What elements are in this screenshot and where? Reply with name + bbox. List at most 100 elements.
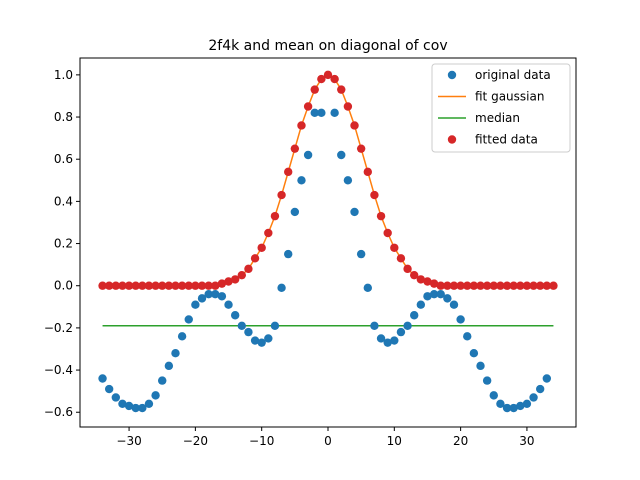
point-original-data	[270, 321, 280, 330]
x-tick-label: 20	[453, 434, 468, 448]
point-fitted-data	[204, 281, 213, 290]
point-original-data	[403, 321, 412, 330]
point-fitted-data	[549, 281, 558, 290]
point-original-data	[529, 393, 538, 402]
y-tick-label: 0.4	[54, 194, 73, 208]
point-fitted-data	[257, 243, 266, 252]
legend-label-median: median	[475, 111, 520, 125]
point-original-data	[489, 391, 498, 400]
point-original-data	[330, 108, 339, 118]
point-fitted-data	[489, 281, 498, 290]
point-fitted-data	[463, 281, 472, 290]
point-original-data	[284, 249, 293, 259]
point-fitted-data	[323, 70, 333, 80]
point-original-data	[396, 327, 406, 337]
point-fitted-data	[270, 211, 280, 221]
point-original-data	[197, 294, 207, 303]
point-fitted-data	[284, 167, 293, 177]
point-fitted-data	[443, 281, 452, 290]
legend: original data fit gaussian median fitted da…	[431, 63, 571, 153]
point-original-data	[423, 292, 432, 301]
point-original-data	[184, 315, 193, 324]
point-fitted-data	[158, 281, 167, 290]
point-fitted-data	[250, 254, 260, 263]
point-original-data	[151, 391, 160, 400]
point-original-data	[144, 399, 154, 409]
point-fitted-data	[310, 85, 319, 94]
point-original-data	[363, 283, 372, 293]
point-original-data	[496, 399, 505, 409]
y-tick-label: 1.0	[54, 68, 73, 82]
point-fitted-data	[98, 281, 107, 290]
point-fitted-data	[217, 279, 227, 288]
point-original-data	[158, 376, 167, 385]
point-original-data	[429, 289, 439, 299]
point-original-data	[522, 399, 532, 409]
point-fitted-data	[390, 243, 399, 252]
y-axis: −0.6 −0.4 −0.2 0.0 0.2 0.4 0.6 0.8 1.0	[44, 68, 80, 419]
point-original-data	[277, 283, 286, 293]
point-fitted-data	[509, 281, 518, 290]
point-original-data	[416, 300, 426, 309]
point-original-data	[217, 292, 227, 301]
point-fitted-data	[456, 281, 465, 290]
point-original-data	[410, 311, 419, 320]
point-fitted-data	[171, 281, 180, 290]
legend-label-original-data: original data	[475, 68, 551, 82]
point-fitted-data	[423, 277, 432, 286]
point-fitted-data	[522, 281, 532, 290]
point-original-data	[290, 207, 300, 217]
point-fitted-data	[104, 281, 114, 290]
legend-swatch-fitted-data	[447, 135, 457, 144]
point-original-data	[303, 150, 313, 160]
point-fitted-data	[516, 281, 525, 290]
point-original-data	[343, 176, 353, 185]
point-original-data	[124, 401, 134, 411]
point-fitted-data	[118, 281, 127, 290]
point-fitted-data	[277, 190, 286, 200]
point-original-data	[317, 108, 326, 118]
point-original-data	[104, 384, 114, 394]
point-fitted-data	[124, 281, 134, 290]
point-fitted-data	[376, 211, 386, 221]
point-original-data	[177, 332, 187, 341]
point-original-data	[224, 300, 233, 309]
x-tick-label: 0	[324, 434, 332, 448]
point-original-data	[264, 334, 273, 343]
point-fitted-data	[469, 281, 479, 290]
point-fitted-data	[383, 228, 392, 238]
y-tick-label: −0.2	[44, 321, 73, 335]
point-fitted-data	[396, 254, 406, 263]
point-original-data	[383, 338, 392, 347]
y-tick-label: 0.2	[54, 237, 73, 251]
point-original-data	[337, 150, 346, 160]
point-fitted-data	[138, 281, 147, 290]
point-original-data	[436, 289, 445, 299]
plot-area	[98, 70, 558, 413]
x-tick-label: −30	[116, 434, 141, 448]
point-fitted-data	[237, 270, 246, 280]
y-tick-label: 0.8	[54, 110, 73, 124]
point-fitted-data	[363, 167, 372, 177]
point-fitted-data	[224, 277, 233, 286]
point-original-data	[469, 349, 479, 358]
point-original-data	[356, 249, 366, 259]
point-fitted-data	[429, 279, 439, 288]
point-fitted-data	[410, 270, 419, 280]
point-fitted-data	[131, 281, 140, 290]
x-tick-label: −10	[249, 434, 274, 448]
point-fitted-data	[416, 275, 426, 284]
point-original-data	[463, 332, 472, 341]
point-original-data	[237, 321, 246, 330]
y-tick-label: −0.6	[44, 405, 73, 419]
legend-label-fitted-data: fitted data	[475, 133, 538, 147]
point-original-data	[542, 374, 552, 383]
point-original-data	[191, 300, 200, 309]
point-original-data	[204, 289, 213, 299]
y-tick-label: 0.6	[54, 152, 73, 166]
point-original-data	[516, 401, 525, 411]
point-fitted-data	[449, 281, 459, 290]
point-fitted-data	[177, 281, 187, 290]
chart-title: 2f4k and mean on diagonal of cov	[208, 38, 447, 54]
